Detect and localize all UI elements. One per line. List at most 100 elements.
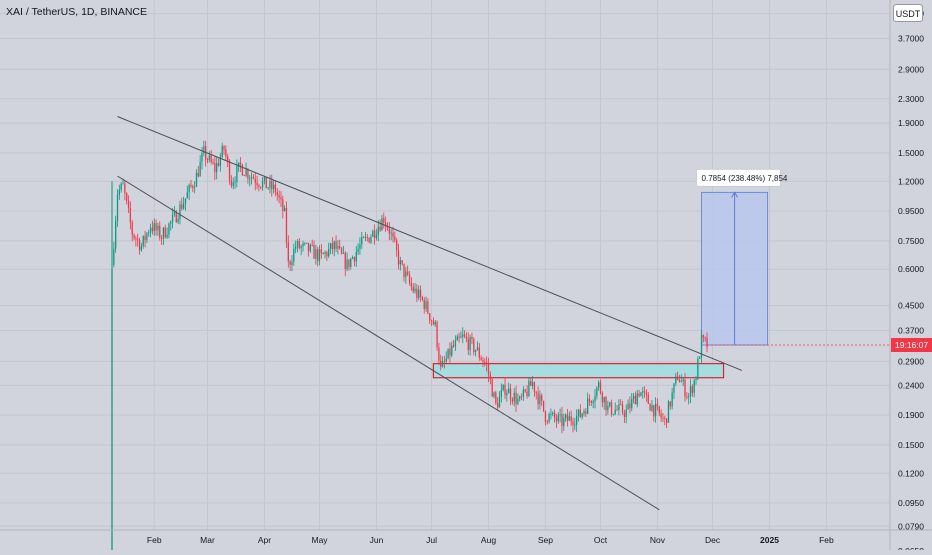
candle-body xyxy=(221,146,223,158)
trendline[interactable] xyxy=(117,175,660,511)
x-tick-label: May xyxy=(311,535,328,545)
candle-body xyxy=(564,414,567,418)
candle-body xyxy=(362,237,365,239)
candle-body xyxy=(337,246,339,249)
candle-body xyxy=(447,348,449,359)
candle-body xyxy=(588,398,591,402)
currency-button[interactable]: USDT xyxy=(893,4,923,22)
candle-body xyxy=(599,382,602,393)
candle-body xyxy=(656,403,659,407)
candle-body xyxy=(697,358,699,380)
candle-body xyxy=(489,374,491,380)
candle-body xyxy=(678,379,681,382)
candle-body xyxy=(677,376,679,380)
candle-body xyxy=(546,421,548,423)
candle-body xyxy=(186,192,188,199)
support-zone[interactable] xyxy=(432,363,725,379)
candle-body xyxy=(539,395,541,405)
candle-body xyxy=(195,172,198,187)
candle-body xyxy=(386,225,389,229)
candle-body xyxy=(614,409,616,415)
x-tick-label: Feb xyxy=(147,535,162,545)
candle-body xyxy=(449,348,451,356)
candle-body xyxy=(425,301,427,309)
candle-body xyxy=(653,405,655,417)
candle-body xyxy=(217,163,220,166)
candle-body xyxy=(309,244,311,252)
candle-body xyxy=(502,384,504,391)
candle-body xyxy=(480,357,482,361)
candle-body xyxy=(227,156,229,162)
candle-body xyxy=(629,403,631,409)
candle-body xyxy=(445,358,447,362)
candle-body xyxy=(463,334,466,337)
candle-body xyxy=(340,248,343,254)
candle-body xyxy=(137,239,139,240)
candle-body xyxy=(612,414,615,415)
candle-body xyxy=(686,396,688,398)
candle-body xyxy=(636,393,638,405)
candle-body xyxy=(249,178,251,180)
candle-body xyxy=(203,146,205,154)
candle-body xyxy=(138,239,141,251)
candle-body xyxy=(699,357,701,359)
y-tick-label: 0.7500 xyxy=(898,236,924,246)
candle-body xyxy=(632,395,635,400)
candle-body xyxy=(182,203,185,209)
candle-body xyxy=(307,242,310,252)
candle-body xyxy=(306,242,308,244)
candle-body xyxy=(355,251,357,262)
trendline[interactable] xyxy=(117,116,743,371)
candle-body xyxy=(559,414,561,416)
candle-body xyxy=(579,409,581,418)
candle-body xyxy=(403,263,405,278)
candle-body xyxy=(566,414,569,421)
candle-body xyxy=(274,184,277,193)
candle-body xyxy=(181,204,183,209)
y-tick-label: 0.9500 xyxy=(898,206,924,216)
candle-body xyxy=(159,225,161,238)
candle-body xyxy=(324,252,326,255)
candle-body xyxy=(691,386,693,393)
candle-body xyxy=(594,396,596,402)
candle-body xyxy=(243,175,245,177)
candle-body xyxy=(432,320,435,325)
x-tick-label: Oct xyxy=(594,535,608,545)
candle-body xyxy=(285,207,288,243)
candle-body xyxy=(383,218,385,223)
candle-body xyxy=(605,396,607,411)
y-tick-label: 2.3000 xyxy=(898,94,924,104)
candle-body xyxy=(261,181,264,188)
candle-body xyxy=(462,334,464,337)
y-tick-label: 1.5000 xyxy=(898,148,924,158)
candle-body xyxy=(397,250,400,265)
candle-body xyxy=(260,186,262,188)
candle-body xyxy=(669,401,671,407)
candle-body xyxy=(127,200,130,209)
candle-body xyxy=(192,186,194,188)
candle-body xyxy=(287,242,289,262)
candle-body xyxy=(175,211,177,223)
candle-body xyxy=(219,157,221,166)
candle-body xyxy=(498,396,501,408)
candle-body xyxy=(509,388,512,400)
candle-body xyxy=(478,347,480,358)
candle-body xyxy=(129,208,132,223)
price-tags: 19:16:07 xyxy=(707,338,932,353)
candle-body xyxy=(443,361,446,363)
candle-body xyxy=(618,404,620,410)
candle-body xyxy=(456,336,458,341)
candle-body xyxy=(467,338,469,350)
candle-body xyxy=(517,398,519,405)
candle-body xyxy=(519,396,521,399)
candle-body xyxy=(293,248,295,262)
candle-body xyxy=(111,269,113,555)
candle-body xyxy=(295,246,297,249)
candle-body xyxy=(684,379,686,397)
candle-body xyxy=(149,227,152,233)
candle-body xyxy=(278,195,280,198)
candle-body xyxy=(318,249,321,261)
candle-body xyxy=(168,223,170,235)
